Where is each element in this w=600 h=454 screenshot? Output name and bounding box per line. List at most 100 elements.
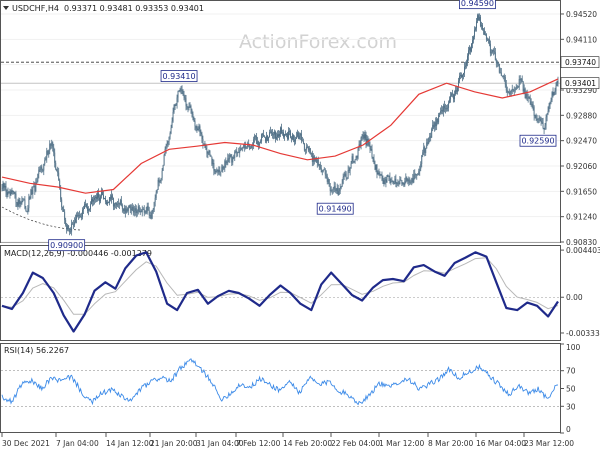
candle-body — [355, 156, 357, 160]
candle-body — [474, 29, 475, 37]
candle-body — [155, 192, 157, 198]
time-tick-label: 22 Feb 04:00 — [331, 439, 380, 448]
candle-body — [332, 188, 334, 190]
candle-body — [172, 111, 174, 122]
candle-body — [352, 156, 354, 162]
candle-body — [371, 149, 373, 158]
candle-body — [244, 145, 246, 149]
candle-body — [13, 191, 15, 194]
candle-body — [262, 134, 264, 136]
candle-body — [151, 212, 153, 219]
price-axis: 0.945200.941100.937000.932900.928800.924… — [560, 10, 600, 247]
candle-body — [147, 206, 149, 211]
candle-body — [410, 181, 412, 183]
candle-body — [344, 173, 346, 176]
candle-body — [245, 146, 247, 149]
candle-body — [211, 156, 213, 165]
candle-body — [345, 173, 347, 178]
resistance-marker — [560, 56, 600, 68]
candle-body — [3, 183, 5, 188]
candle-body — [60, 188, 62, 200]
candle-body — [471, 43, 472, 52]
time-tick-label: 14 Jan 12:00 — [106, 439, 154, 448]
candle-body — [493, 51, 495, 53]
candle-body — [100, 196, 101, 202]
candle-body — [324, 169, 326, 175]
candle-body — [393, 183, 395, 184]
candle-body — [495, 60, 497, 63]
last-price-marker — [560, 77, 600, 89]
candle-body — [407, 179, 409, 181]
candle-body — [178, 90, 180, 92]
candle-body — [254, 135, 256, 140]
candle-body — [282, 132, 283, 134]
candle-body — [270, 131, 272, 133]
candle-body — [140, 211, 142, 212]
candle-body — [457, 87, 458, 92]
candle-body — [249, 145, 251, 149]
candle-body — [192, 114, 194, 120]
candle-body — [488, 39, 490, 44]
candle-body — [510, 89, 512, 93]
candle-body — [159, 181, 161, 183]
candle-body — [405, 177, 407, 181]
candle-body — [274, 131, 275, 135]
candle-body — [71, 223, 73, 232]
candle-body — [128, 205, 130, 208]
candle-body — [503, 75, 505, 78]
price-annotation-label: 0.91490 — [319, 205, 352, 214]
candle-body — [258, 141, 260, 146]
candle-body — [541, 121, 543, 123]
candle-body — [246, 146, 248, 148]
candle-body — [183, 95, 185, 98]
resistance-label: 0.93740 — [565, 58, 596, 67]
candle-body — [289, 131, 291, 138]
candle-body — [223, 167, 225, 169]
candle-body — [56, 168, 58, 172]
candle-body — [311, 153, 313, 162]
candle-body — [292, 134, 294, 140]
candle-body — [353, 161, 355, 163]
candle-body — [518, 79, 520, 87]
candle-body — [547, 111, 549, 115]
candle-body — [327, 179, 329, 182]
candle-body — [401, 180, 403, 185]
price-tick-label: 0.92880 — [566, 111, 597, 120]
candle-body — [30, 189, 32, 199]
candle-body — [446, 108, 448, 110]
candle-body — [368, 141, 370, 146]
candle-body — [58, 172, 60, 181]
candle-body — [77, 214, 79, 216]
candle-body — [544, 125, 546, 130]
candle-body — [199, 126, 201, 133]
price-tick-label: 0.90830 — [566, 238, 597, 247]
candle-body — [153, 201, 155, 210]
candle-body — [530, 101, 532, 105]
candle-body — [395, 178, 397, 184]
candle-body — [557, 81, 559, 84]
candle-body — [275, 131, 276, 139]
candle-body — [197, 128, 199, 131]
candle-body — [264, 136, 266, 138]
candle-body — [319, 164, 321, 169]
candle-body — [179, 89, 181, 92]
candle-body — [25, 208, 27, 212]
candle-body — [356, 156, 358, 158]
candle-body — [423, 147, 425, 153]
candle-body — [63, 209, 65, 212]
candle-body — [98, 193, 99, 198]
candle-body — [442, 109, 444, 112]
candle-body — [157, 179, 159, 190]
candle-body — [240, 147, 242, 151]
candle-body — [381, 174, 383, 180]
candle-body — [230, 154, 232, 157]
price-annotation-label: 0.92590 — [521, 137, 554, 146]
candle-body — [272, 133, 273, 135]
candle-body — [476, 15, 478, 22]
candle-body — [247, 143, 249, 148]
collapse-triangle-icon — [3, 6, 9, 10]
candle-body — [301, 140, 303, 142]
candle-body — [146, 206, 148, 213]
candle-body — [307, 146, 309, 151]
candle-body — [212, 163, 214, 165]
